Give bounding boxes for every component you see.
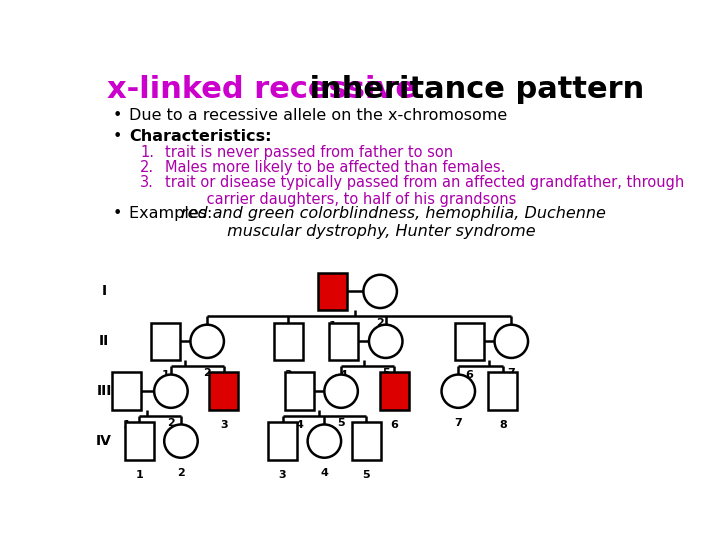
- Text: 4: 4: [320, 468, 328, 478]
- Bar: [379, 373, 409, 410]
- Text: •: •: [112, 129, 122, 144]
- Text: 1: 1: [135, 470, 143, 480]
- Text: inheritance pattern: inheritance pattern: [300, 75, 644, 104]
- Bar: [274, 322, 302, 360]
- Bar: [210, 373, 238, 410]
- Text: 3: 3: [220, 420, 228, 430]
- Bar: [455, 322, 484, 360]
- Text: Characteristics:: Characteristics:: [129, 129, 271, 144]
- Text: 6: 6: [466, 370, 473, 380]
- Text: 5: 5: [362, 470, 370, 480]
- Text: x-linked recessive: x-linked recessive: [107, 75, 415, 104]
- Text: 2: 2: [203, 368, 211, 379]
- Text: Examples:: Examples:: [129, 206, 217, 221]
- Bar: [268, 422, 297, 460]
- Ellipse shape: [441, 375, 475, 408]
- Text: 2.: 2.: [140, 160, 154, 174]
- Text: 6: 6: [390, 420, 398, 430]
- Ellipse shape: [495, 325, 528, 358]
- Text: red and green colorblindness, hemophilia, Duchenne
         muscular dystrophy, : red and green colorblindness, hemophilia…: [181, 206, 606, 239]
- Text: 2: 2: [167, 418, 175, 428]
- Text: trait is never passed from father to son: trait is never passed from father to son: [166, 145, 454, 160]
- Bar: [284, 373, 314, 410]
- Text: 7: 7: [508, 368, 516, 379]
- Text: 1: 1: [329, 321, 337, 330]
- Text: 1: 1: [122, 420, 130, 430]
- Ellipse shape: [154, 375, 188, 408]
- Text: 5: 5: [382, 368, 390, 379]
- Text: 1: 1: [161, 370, 169, 380]
- Text: IV: IV: [96, 434, 112, 448]
- Bar: [488, 373, 518, 410]
- Text: 3: 3: [284, 370, 292, 380]
- Bar: [112, 373, 141, 410]
- Ellipse shape: [307, 424, 341, 458]
- Text: II: II: [99, 334, 109, 348]
- Text: trait or disease typically passed from an affected grandfather, through
        : trait or disease typically passed from a…: [166, 174, 685, 207]
- Text: 3: 3: [279, 470, 287, 480]
- Ellipse shape: [369, 325, 402, 358]
- Bar: [329, 322, 359, 360]
- Text: 2: 2: [177, 468, 185, 478]
- Text: 7: 7: [454, 418, 462, 428]
- Text: •: •: [112, 109, 122, 124]
- Text: I: I: [102, 285, 107, 299]
- Ellipse shape: [190, 325, 224, 358]
- Ellipse shape: [164, 424, 198, 458]
- Text: 4: 4: [340, 370, 348, 380]
- Ellipse shape: [324, 375, 358, 408]
- Text: 5: 5: [337, 418, 345, 428]
- Ellipse shape: [364, 275, 397, 308]
- Bar: [125, 422, 153, 460]
- Text: 8: 8: [499, 420, 507, 430]
- Text: III: III: [96, 384, 112, 398]
- Bar: [351, 422, 381, 460]
- Text: 4: 4: [295, 420, 303, 430]
- Text: 3.: 3.: [140, 174, 154, 190]
- Bar: [318, 273, 347, 310]
- Text: •: •: [112, 206, 122, 221]
- Text: Males more likely to be affected than females.: Males more likely to be affected than fe…: [166, 160, 505, 174]
- Text: 2: 2: [377, 319, 384, 328]
- Bar: [150, 322, 180, 360]
- Text: 1.: 1.: [140, 145, 154, 160]
- Text: Due to a recessive allele on the x-chromosome: Due to a recessive allele on the x-chrom…: [129, 109, 508, 124]
